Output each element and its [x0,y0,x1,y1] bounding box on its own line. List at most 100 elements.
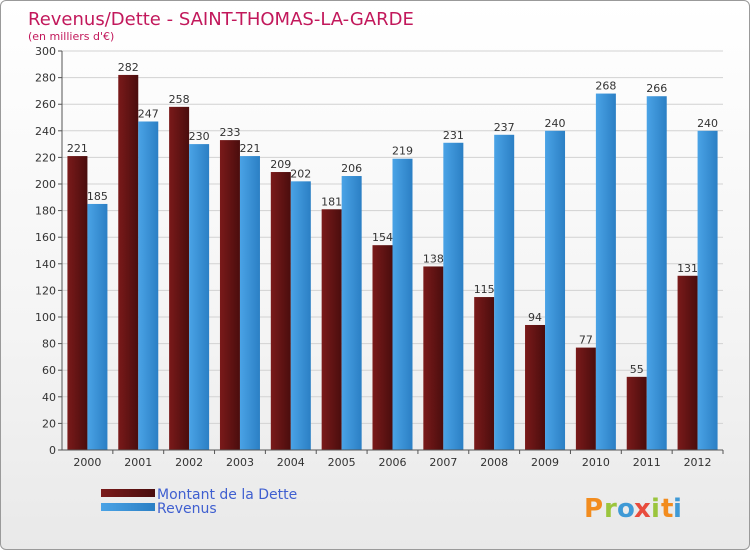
x-tick-label: 2008 [480,456,508,469]
value-label-revenus: 240 [697,117,718,130]
bar-revenus [494,134,515,451]
logo-letter: t [661,494,673,524]
x-tick-label: 2011 [633,456,661,469]
bar-revenus [87,203,108,450]
logo-letter: i [651,494,660,524]
value-label-revenus: 266 [646,82,667,95]
bar-dette [474,297,495,450]
bar-dette [67,156,88,450]
y-tick-label: 220 [35,151,56,164]
legend-label-dette: Montant de la Dette [157,487,297,503]
value-label-revenus: 221 [239,142,260,155]
y-tick-label: 120 [35,284,56,297]
value-label-dette: 209 [270,158,291,171]
x-tick-label: 2001 [124,456,152,469]
value-label-revenus: 268 [595,80,616,93]
value-label-revenus: 206 [341,162,362,175]
y-tick-label: 180 [35,205,56,218]
value-label-dette: 115 [474,283,495,296]
logo-letter: x [634,494,651,524]
value-label-revenus: 202 [290,167,311,180]
y-tick-label: 20 [42,417,56,430]
value-label-revenus: 240 [545,117,566,130]
y-tick-label: 260 [35,98,56,111]
x-tick-label: 2005 [328,456,356,469]
bar-revenus [239,156,260,450]
y-tick-label: 80 [42,338,56,351]
y-tick-label: 200 [35,178,56,191]
y-tick-label: 140 [35,258,56,271]
bar-revenus [697,130,718,451]
x-tick-label: 2004 [277,456,305,469]
bar-dette [169,106,190,451]
value-label-dette: 233 [219,126,240,139]
x-tick-label: 2000 [73,456,101,469]
bar-dette [372,245,393,450]
x-tick-label: 2006 [379,456,407,469]
value-label-revenus: 237 [494,121,515,134]
bar-revenus [189,144,210,450]
bar-revenus [341,176,362,450]
value-label-dette: 282 [118,61,139,74]
bar-dette [321,209,342,450]
y-tick-label: 60 [42,364,56,377]
value-label-revenus: 231 [443,129,464,142]
value-label-dette: 131 [677,262,698,275]
y-tick-label: 240 [35,125,56,138]
y-tick-label: 160 [35,231,56,244]
chart-title: Revenus/Dette - SAINT-THOMAS-LA-GARDE [28,9,414,30]
bar-dette [423,266,444,450]
logo-letter: i [673,494,682,524]
value-label-revenus: 247 [138,107,159,120]
legend-swatch-dette [101,489,155,497]
bar-dette [270,172,291,450]
y-tick-label: 280 [35,72,56,85]
x-tick-label: 2007 [429,456,457,469]
bar-revenus [443,142,464,450]
value-label-dette: 138 [423,252,444,265]
bar-dette [575,347,596,450]
value-label-revenus: 230 [189,130,210,143]
value-label-dette: 181 [321,195,342,208]
bar-revenus [392,158,413,451]
value-label-dette: 221 [67,142,88,155]
bar-revenus [545,130,566,451]
bar-revenus [595,93,616,450]
value-label-dette: 258 [169,93,190,106]
x-tick-label: 2012 [684,456,712,469]
bar-dette [525,324,546,450]
bar-dette [219,140,240,451]
value-label-dette: 55 [630,363,644,376]
x-tick-label: 2003 [226,456,254,469]
x-tick-label: 2010 [582,456,610,469]
bar-dette [118,74,139,450]
axes: 0 20 40 60 80 100 120 140 160 180 200 220 240 260 280 3… [35,45,724,469]
y-tick-label: 40 [42,391,56,404]
logo-letter: P [584,494,603,524]
chart-subtitle: (en milliers d'€) [28,30,114,43]
value-label-dette: 77 [579,334,593,347]
bar-revenus [290,181,311,450]
bar-revenus [138,121,159,451]
logo-letter: r [604,494,617,524]
bar-dette [626,376,647,450]
x-tick-label: 2009 [531,456,559,469]
bar-revenus [646,96,667,450]
value-label-revenus: 219 [392,145,413,158]
legend-label-revenus: Revenus [157,501,217,517]
value-label-revenus: 185 [87,190,108,203]
logo-letter: o [617,494,635,524]
y-tick-label: 300 [35,45,56,58]
value-label-dette: 154 [372,231,393,244]
legend-swatch-revenus [101,503,155,511]
x-tick-label: 2002 [175,456,203,469]
y-tick-label: 100 [35,311,56,324]
y-tick-label: 0 [49,444,56,457]
value-label-dette: 94 [528,311,542,324]
bar-dette [677,275,698,450]
